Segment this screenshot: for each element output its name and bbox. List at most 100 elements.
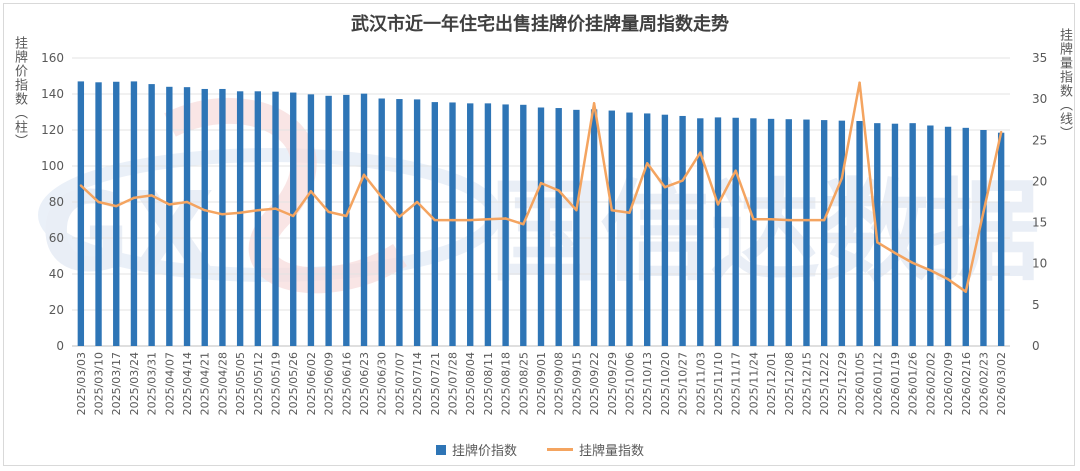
x-tick-label: 2025/06/16 <box>340 352 353 415</box>
x-tick-label: 2025/07/28 <box>447 352 460 415</box>
x-tick-label: 2025/12/29 <box>836 352 849 415</box>
volume-point <box>663 185 667 189</box>
right-tick-label: 30 <box>1032 92 1047 106</box>
price-bar <box>378 98 385 346</box>
volume-point <box>97 200 100 204</box>
x-tick-label: 2026/01/12 <box>871 352 884 415</box>
right-tick-label: 5 <box>1032 298 1040 312</box>
x-tick-label: 2025/04/21 <box>199 352 212 415</box>
price-bar <box>608 110 615 346</box>
volume-point <box>380 195 383 199</box>
price-bar <box>290 92 297 346</box>
volume-point <box>858 81 861 84</box>
x-tick-label: 2026/01/05 <box>854 352 867 415</box>
volume-point <box>203 209 206 212</box>
x-tick-label: 2025/05/26 <box>287 352 300 415</box>
left-tick-label: 0 <box>56 339 64 353</box>
x-tick-label: 2025/04/07 <box>163 352 176 415</box>
legend: 挂牌价指数 挂牌量指数 <box>0 440 1080 459</box>
price-bar <box>590 109 598 346</box>
volume-point <box>292 214 295 218</box>
volume-point <box>486 218 490 221</box>
price-bar <box>980 130 987 346</box>
x-tick-label: 2025/09/29 <box>606 352 619 415</box>
price-bar <box>484 103 492 346</box>
x-tick-label: 2025/09/08 <box>553 352 566 415</box>
volume-point <box>840 176 844 180</box>
x-tick-label: 2025/05/19 <box>270 352 283 415</box>
legend-line-swatch <box>547 448 573 451</box>
left-axis-ticks: 0 20 40 60 80 100 120 140 160 <box>41 51 64 353</box>
x-tick-label: 2026/01/19 <box>889 352 902 415</box>
volume-point <box>362 173 366 177</box>
volume-point <box>522 223 525 226</box>
volume-point <box>946 278 950 281</box>
x-axis-ticks: 2025/03/03 2025/03/10 2025/03/17 2025/03/24… <box>75 352 1008 415</box>
volume-point <box>876 241 879 244</box>
price-bar <box>573 109 580 346</box>
legend-item-volume[interactable]: 挂牌量指数 <box>547 440 644 459</box>
x-tick-label: 2025/08/25 <box>517 352 530 415</box>
price-bar <box>360 93 368 346</box>
left-tick-label: 20 <box>49 303 64 317</box>
price-bar <box>962 127 969 346</box>
volume-point <box>982 210 985 214</box>
x-tick-label: 2025/12/08 <box>783 352 796 415</box>
x-tick-label: 2025/07/14 <box>411 352 424 415</box>
volume-point <box>575 209 578 212</box>
volume-point <box>769 218 773 221</box>
x-tick-label: 2025/12/22 <box>818 352 831 415</box>
x-tick-label: 2025/05/05 <box>234 352 247 415</box>
x-tick-label: 2025/07/21 <box>429 352 442 415</box>
right-tick-label: 25 <box>1032 133 1047 147</box>
x-tick-label: 2025/06/23 <box>358 352 371 415</box>
volume-point <box>345 214 348 218</box>
x-tick-label: 2025/04/14 <box>181 352 194 415</box>
volume-point <box>592 102 596 105</box>
price-bar <box>431 102 438 346</box>
left-tick-label: 80 <box>49 195 64 209</box>
x-tick-label: 2025/03/17 <box>110 352 123 415</box>
price-bar <box>555 108 562 346</box>
x-tick-label: 2026/03/02 <box>995 352 1008 415</box>
price-bar <box>413 99 421 347</box>
volume-point <box>911 261 914 265</box>
volume-point <box>433 218 437 222</box>
x-tick-label: 2026/02/09 <box>942 352 955 415</box>
x-tick-label: 2025/09/22 <box>588 352 601 415</box>
volume-point <box>274 207 277 210</box>
x-tick-label: 2025/06/09 <box>323 352 336 415</box>
volume-point <box>168 203 171 206</box>
x-tick-label: 2025/11/03 <box>694 352 707 415</box>
left-tick-label: 100 <box>41 159 64 173</box>
price-bar <box>732 117 739 346</box>
x-tick-label: 2025/11/10 <box>712 352 725 415</box>
price-bar <box>219 88 226 347</box>
price-bar <box>944 126 952 346</box>
legend-item-price[interactable]: 挂牌价指数 <box>435 440 517 459</box>
legend-label-price: 挂牌价指数 <box>451 444 517 459</box>
price-bar <box>891 123 899 346</box>
x-tick-label: 2025/10/27 <box>677 352 690 415</box>
volume-point <box>752 218 755 221</box>
x-tick-label: 2026/02/23 <box>977 352 990 415</box>
price-bar <box>697 118 704 346</box>
right-tick-label: 10 <box>1032 257 1047 271</box>
price-bar <box>148 84 155 346</box>
x-tick-label: 2025/08/04 <box>464 352 477 415</box>
left-tick-label: 60 <box>49 231 64 245</box>
volume-point <box>999 130 1003 134</box>
x-tick-label: 2025/03/24 <box>128 352 141 415</box>
volume-point <box>238 211 242 214</box>
price-bar <box>95 82 102 347</box>
price-bar <box>325 95 332 346</box>
volume-point <box>79 184 83 187</box>
price-bar <box>767 118 775 346</box>
x-tick-label: 2025/07/07 <box>393 352 406 415</box>
x-tick-label: 2026/02/16 <box>960 352 973 415</box>
volume-point <box>716 203 720 206</box>
right-tick-label: 35 <box>1032 51 1047 65</box>
left-tick-label: 40 <box>49 267 64 281</box>
price-bar <box>803 119 810 346</box>
x-tick-label: 2025/08/18 <box>500 352 513 415</box>
